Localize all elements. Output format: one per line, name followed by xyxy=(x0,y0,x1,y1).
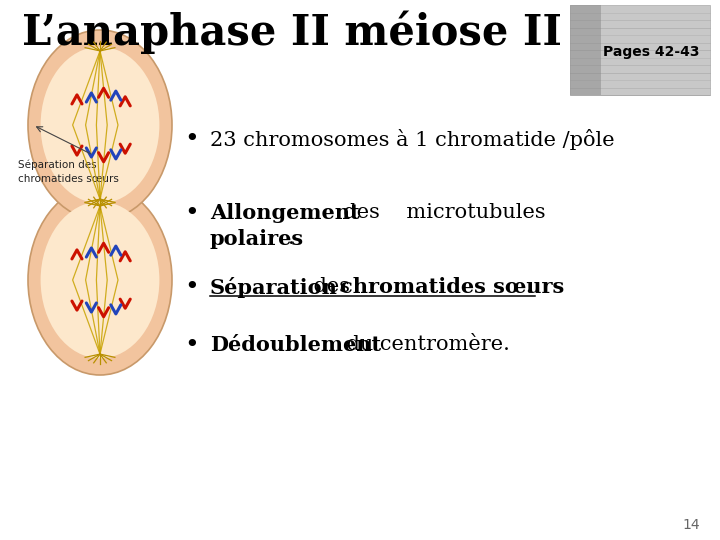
FancyBboxPatch shape xyxy=(570,5,710,95)
Text: Allongement: Allongement xyxy=(210,203,359,223)
Text: •: • xyxy=(184,334,199,356)
Text: •: • xyxy=(184,201,199,225)
Text: 23 chromosomes à 1 chromatide /pôle: 23 chromosomes à 1 chromatide /pôle xyxy=(210,130,615,151)
Text: •: • xyxy=(184,275,199,299)
Text: .: . xyxy=(525,277,532,297)
FancyBboxPatch shape xyxy=(570,5,600,95)
Text: .: . xyxy=(288,230,294,248)
Text: du centromère.: du centromère. xyxy=(340,335,510,354)
Ellipse shape xyxy=(28,30,172,220)
Text: L’anaphase II méiose II: L’anaphase II méiose II xyxy=(22,10,562,53)
Ellipse shape xyxy=(28,185,172,375)
Ellipse shape xyxy=(40,201,159,359)
Text: polaires: polaires xyxy=(210,229,304,249)
Text: Séparation: Séparation xyxy=(210,276,338,298)
Text: des: des xyxy=(307,278,356,296)
Text: 14: 14 xyxy=(683,518,700,532)
Text: Séparation des
chromatides sœurs: Séparation des chromatides sœurs xyxy=(18,160,119,184)
Text: des    microtubules: des microtubules xyxy=(317,204,546,222)
Text: •: • xyxy=(184,129,199,152)
Ellipse shape xyxy=(40,46,159,204)
Text: Pages 42-43: Pages 42-43 xyxy=(603,45,699,59)
Text: Dédoublement: Dédoublement xyxy=(210,335,381,355)
Text: chromatides sœurs: chromatides sœurs xyxy=(340,277,564,297)
